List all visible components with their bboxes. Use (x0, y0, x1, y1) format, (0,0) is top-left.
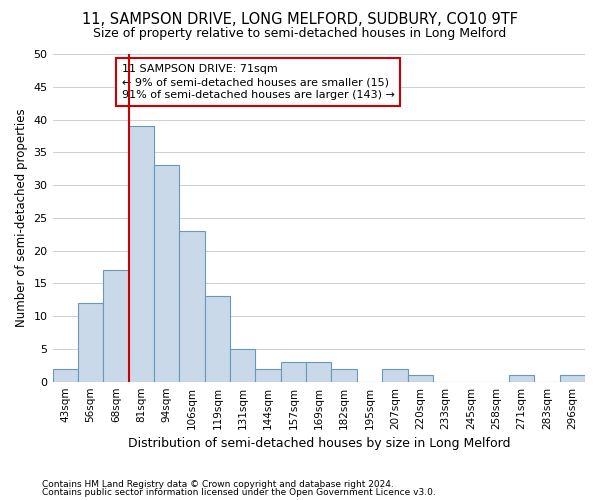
Text: 11 SAMPSON DRIVE: 71sqm
← 9% of semi-detached houses are smaller (15)
91% of sem: 11 SAMPSON DRIVE: 71sqm ← 9% of semi-det… (122, 64, 395, 100)
Bar (53, 368, 78, 382)
X-axis label: Distribution of semi-detached houses by size in Long Melford: Distribution of semi-detached houses by … (128, 437, 510, 450)
Bar (154, 166, 179, 382)
Bar (509, 375, 534, 382)
Bar (407, 375, 433, 382)
Bar (179, 231, 205, 382)
Bar (382, 368, 407, 382)
Bar (256, 368, 281, 382)
Bar (205, 296, 230, 382)
Y-axis label: Number of semi-detached properties: Number of semi-detached properties (15, 108, 28, 327)
Bar (560, 375, 585, 382)
Text: Contains public sector information licensed under the Open Government Licence v3: Contains public sector information licen… (42, 488, 436, 497)
Bar (78, 303, 103, 382)
Bar (331, 368, 357, 382)
Bar (128, 126, 154, 382)
Bar (230, 349, 256, 382)
Text: Size of property relative to semi-detached houses in Long Melford: Size of property relative to semi-detach… (94, 28, 506, 40)
Bar (281, 362, 306, 382)
Bar (103, 270, 128, 382)
Text: 11, SAMPSON DRIVE, LONG MELFORD, SUDBURY, CO10 9TF: 11, SAMPSON DRIVE, LONG MELFORD, SUDBURY… (82, 12, 518, 28)
Bar (306, 362, 331, 382)
Text: Contains HM Land Registry data © Crown copyright and database right 2024.: Contains HM Land Registry data © Crown c… (42, 480, 394, 489)
